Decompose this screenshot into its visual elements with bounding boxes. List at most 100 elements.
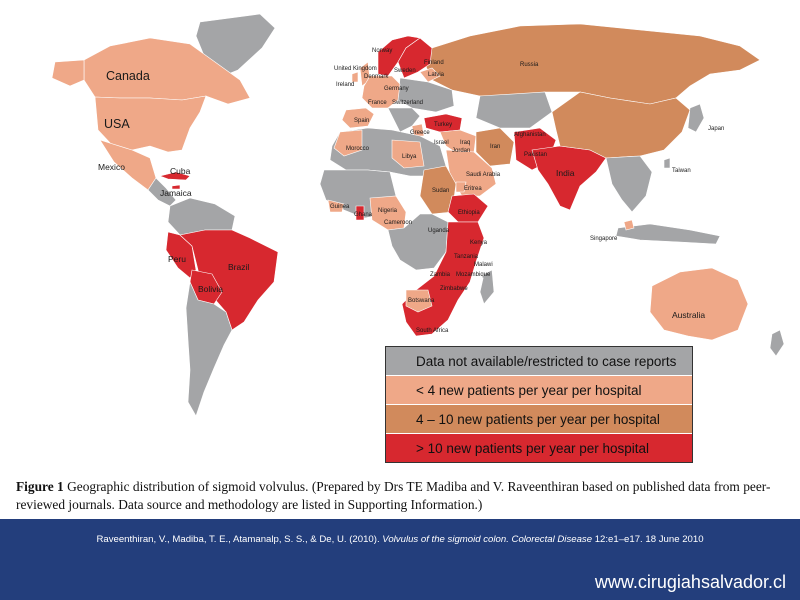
region-sweden-finland [397,37,433,79]
citation-title: Volvulus of the sigmoid colon. Colorecta… [382,534,593,545]
label-eritrea: Eritrea [464,186,482,192]
label-zambia: Zambia [430,272,451,278]
region-new-zealand [769,329,785,357]
label-cameroon: Cameroon [384,220,412,226]
region-morocco [333,129,363,157]
region-cuba [158,171,191,181]
region-ghana [355,205,365,221]
map-canvas: Canada USA Mexico Cuba Jamaica Peru Braz… [52,13,785,417]
region-guinea [327,199,345,213]
region-china [551,91,691,159]
label-brazil: Brazil [228,262,249,272]
label-libya: Libya [402,154,417,160]
label-sweden: Sweden [394,68,416,74]
footer-bar [0,519,800,600]
label-sudan: Sudan [432,188,449,194]
label-finland: Finland [424,60,444,66]
label-norway: Norway [372,48,392,54]
label-malawi: Malawi [474,262,493,268]
label-jordan: Jordan [452,148,470,154]
region-spain [341,107,375,129]
label-guinea: Guinea [330,204,350,210]
region-central-asia [475,91,553,129]
world-map: Canada USA Mexico Cuba Jamaica Peru Braz… [52,13,785,463]
legend-label-no-data: Data not available/restricted to case re… [416,353,677,369]
label-kenya: Kenya [470,240,488,246]
legend-swatch-low [386,376,692,404]
label-uganda: Uganda [428,228,450,234]
region-botswana [405,289,433,313]
map-legend: Data not available/restricted to case re… [385,346,693,463]
region-greenland [195,13,276,79]
label-iraq: Iraq [460,140,470,146]
legend-row-high: > 10 new patients per year per hospital [386,433,692,462]
region-australia [649,267,749,341]
label-uk: United Kingdom [334,66,377,72]
label-turkey: Turkey [434,122,452,128]
website-url[interactable]: www.cirugiahsalvador.cl [594,572,786,592]
label-india: India [556,168,575,178]
label-germany: Germany [384,86,409,92]
label-bolivia: Bolivia [198,284,223,294]
label-singapore: Singapore [590,236,618,242]
label-mozambique: Mozambique [456,272,491,278]
region-brazil [179,229,279,331]
region-eritrea [455,181,467,193]
label-usa: USA [104,117,130,131]
label-ireland: Ireland [336,82,354,88]
label-tanzania: Tanzania [454,254,479,260]
region-ireland [351,71,359,83]
label-greece: Greece [410,130,430,136]
legend-row-mid: 4 – 10 new patients per year per hospita… [386,404,692,433]
label-saudi-arabia: Saudi Arabia [466,172,501,178]
legend-label-mid: 4 – 10 new patients per year per hospita… [416,411,660,427]
label-south-africa: South Africa [416,328,449,334]
label-afghanistan: Afghanistan [514,132,546,138]
region-madagascar [479,269,495,305]
label-france: France [368,100,387,106]
region-greece [411,123,425,137]
label-latvia: Latvia [428,72,445,78]
label-morocco: Morocco [346,146,370,152]
region-jamaica [171,184,181,190]
legend-swatch-high [386,434,692,462]
figure-caption-text: Geographic distribution of sigmoid volvu… [16,479,771,512]
citation: Raveenthiran, V., Madiba, T. E., Atamana… [40,534,760,546]
citation-authors: Raveenthiran, V., Madiba, T. E., Atamana… [96,534,383,545]
label-nigeria: Nigeria [378,208,398,214]
figure-caption: Figure 1 Geographic distribution of sigm… [16,478,786,514]
label-japan: Japan [708,126,724,132]
figure-label: Figure 1 [16,479,64,494]
region-eastern-europe [397,77,455,113]
legend-swatch-mid [386,405,692,433]
region-taiwan [663,157,671,169]
label-ghana: Ghana [354,212,373,218]
legend-swatch-no-data [386,347,692,375]
region-japan [687,103,705,133]
label-ethiopia: Ethiopia [458,210,480,216]
label-switzerland: Switzerland [392,100,423,106]
region-indonesia [615,223,721,245]
label-mexico: Mexico [98,162,125,172]
region-southeast-asia [605,155,653,213]
legend-row-no-data: Data not available/restricted to case re… [386,347,692,375]
region-russia [423,23,761,105]
label-cuba: Cuba [170,166,191,176]
label-russia: Russia [520,62,539,68]
label-botswana: Botswana [408,298,435,304]
label-spain: Spain [354,118,369,124]
region-south-south-america [185,280,233,417]
label-peru: Peru [168,254,186,264]
label-pakistan: Pakistan [524,152,547,158]
label-jamaica: Jamaica [160,188,192,198]
region-latvia [419,67,441,83]
label-israel: Israel [434,140,449,146]
label-canada: Canada [106,69,150,83]
region-libya [391,139,425,169]
label-denmark: Denmark [364,74,389,80]
label-taiwan: Taiwan [672,168,691,174]
label-australia: Australia [672,310,705,320]
label-iran: Iran [490,144,500,150]
legend-row-low: < 4 new patients per year per hospital [386,375,692,404]
